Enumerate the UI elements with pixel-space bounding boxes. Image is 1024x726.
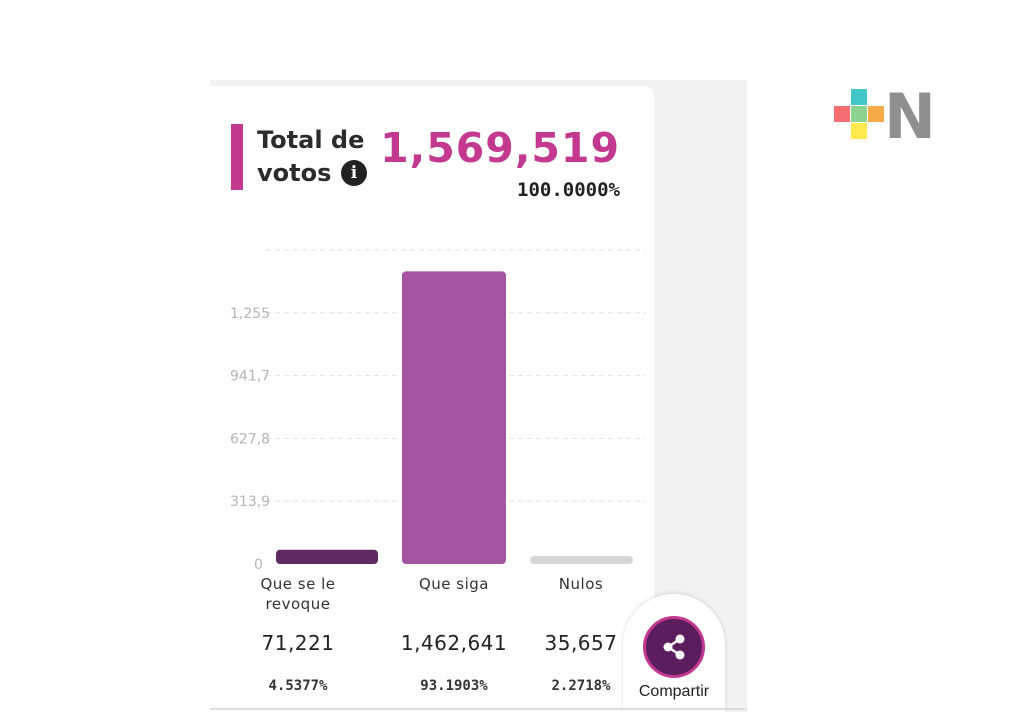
bar-1[interactable]: [402, 271, 506, 564]
total-votes-value: 1,569,519: [380, 124, 620, 172]
y-tick-label: 627,8: [230, 431, 270, 447]
share-button[interactable]: [643, 616, 705, 678]
logo-cross-top: [851, 89, 867, 105]
category-percent-siga: 93.1903%: [420, 678, 488, 694]
brand-logo: N: [834, 80, 936, 153]
category-label-line: Que siga: [418, 575, 489, 593]
logo-cross-right: [868, 106, 884, 122]
category-label-line: revoque: [265, 595, 331, 613]
total-votes-title: Total de votos: [257, 124, 387, 190]
logo-letter: N: [884, 89, 936, 140]
title-line-1: Total de: [257, 126, 365, 154]
info-icon[interactable]: i: [341, 160, 367, 186]
share-label: Compartir: [638, 683, 710, 700]
category-label-nulos: Nulos: [521, 574, 641, 594]
y-tick-label: 941,7: [230, 369, 270, 385]
brand-logo-svg: N: [834, 80, 936, 153]
bottom-divider: [210, 708, 747, 710]
results-card: Total de votos i 1,569,519 100.0000% 0 31…: [210, 86, 654, 712]
y-tick-label: 0: [254, 557, 263, 573]
category-percent-revoque: 4.5377%: [268, 678, 328, 694]
category-label-line: Que se le: [260, 575, 336, 593]
category-value-revoque: 71,221: [261, 631, 335, 655]
total-votes-percent: 100.0000%: [517, 179, 620, 201]
share-panel: Compartir: [623, 594, 725, 712]
category-value-nulos: 35,657: [544, 631, 618, 655]
bar-chart: 0 313,9 627,8 941,7 1,255: [210, 226, 654, 586]
chart-svg: 0 313,9 627,8 941,7 1,255: [230, 249, 646, 573]
y-tick-label: 1,255: [230, 306, 270, 322]
y-tick-label: 313,9: [230, 494, 270, 510]
bar-0[interactable]: [276, 549, 378, 564]
category-label-revoque: Que se le revoque: [238, 574, 358, 614]
accent-bar: [231, 124, 243, 190]
logo-cross-left: [834, 106, 850, 122]
category-percent-nulos: 2.2718%: [551, 678, 611, 694]
category-label-line: Nulos: [558, 575, 604, 593]
app-screen: Total de votos i 1,569,519 100.0000% 0 31…: [210, 80, 747, 712]
category-value-siga: 1,462,641: [400, 631, 508, 655]
title-line-2: votos: [257, 159, 332, 187]
category-label-siga: Que siga: [394, 574, 514, 594]
logo-cross-bottom: [851, 123, 867, 139]
bar-2[interactable]: [530, 556, 633, 564]
share-icon: [663, 634, 685, 660]
logo-cross-center: [851, 106, 867, 122]
